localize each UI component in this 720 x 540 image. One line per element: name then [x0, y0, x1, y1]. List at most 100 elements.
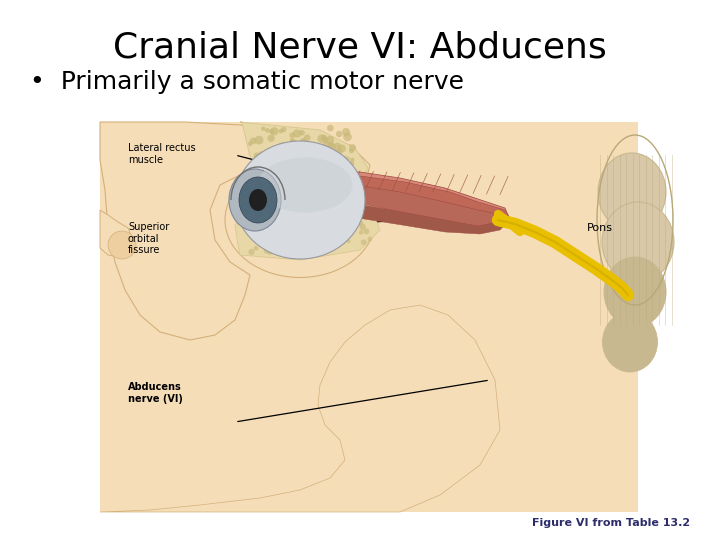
Circle shape	[364, 228, 369, 234]
Polygon shape	[100, 122, 370, 340]
Circle shape	[262, 231, 269, 237]
Circle shape	[293, 241, 297, 245]
Circle shape	[297, 251, 300, 254]
Circle shape	[324, 147, 332, 156]
Text: Abducens
nerve (VI): Abducens nerve (VI)	[128, 382, 183, 403]
Polygon shape	[312, 202, 508, 234]
Circle shape	[320, 165, 328, 172]
Ellipse shape	[602, 202, 674, 282]
Circle shape	[276, 153, 285, 161]
Circle shape	[284, 217, 287, 221]
Circle shape	[254, 157, 263, 166]
Circle shape	[269, 173, 274, 178]
Circle shape	[294, 145, 303, 154]
Circle shape	[336, 131, 343, 137]
Circle shape	[300, 139, 308, 147]
Circle shape	[274, 151, 280, 157]
Circle shape	[304, 134, 310, 141]
Circle shape	[349, 144, 356, 151]
Polygon shape	[240, 122, 368, 203]
Ellipse shape	[598, 153, 666, 231]
Circle shape	[347, 165, 354, 173]
Circle shape	[357, 220, 364, 226]
Circle shape	[321, 134, 327, 140]
Circle shape	[253, 152, 261, 159]
Circle shape	[264, 247, 270, 254]
Circle shape	[261, 126, 266, 131]
Circle shape	[290, 138, 294, 143]
Circle shape	[279, 210, 284, 214]
Circle shape	[312, 232, 318, 238]
Text: Figure VI from Table 13.2: Figure VI from Table 13.2	[532, 518, 690, 528]
Circle shape	[281, 162, 289, 171]
Circle shape	[328, 143, 336, 150]
Circle shape	[336, 148, 342, 155]
Circle shape	[286, 214, 289, 218]
Circle shape	[251, 165, 258, 172]
Circle shape	[361, 213, 366, 218]
Circle shape	[334, 236, 341, 242]
Circle shape	[330, 157, 336, 163]
Circle shape	[293, 130, 301, 138]
Ellipse shape	[235, 141, 365, 259]
Circle shape	[338, 145, 346, 153]
Circle shape	[301, 148, 309, 156]
Circle shape	[319, 237, 323, 240]
Circle shape	[267, 134, 275, 142]
Circle shape	[300, 235, 304, 239]
Circle shape	[324, 166, 332, 174]
Circle shape	[342, 128, 350, 136]
Circle shape	[271, 247, 277, 253]
Circle shape	[293, 230, 300, 236]
Circle shape	[305, 146, 311, 151]
Circle shape	[325, 247, 330, 252]
Circle shape	[292, 143, 300, 151]
Circle shape	[328, 142, 334, 148]
Circle shape	[271, 156, 277, 161]
Circle shape	[346, 157, 350, 161]
Circle shape	[347, 240, 351, 243]
Circle shape	[314, 231, 318, 234]
Ellipse shape	[603, 312, 657, 372]
Circle shape	[289, 170, 297, 178]
Polygon shape	[100, 210, 132, 257]
Ellipse shape	[249, 189, 267, 211]
Ellipse shape	[225, 163, 375, 278]
Circle shape	[309, 161, 315, 166]
Circle shape	[262, 168, 271, 177]
Circle shape	[291, 230, 297, 237]
Circle shape	[269, 251, 273, 255]
Circle shape	[256, 177, 260, 181]
Text: Lateral rectus
muscle: Lateral rectus muscle	[128, 143, 196, 165]
Circle shape	[336, 228, 341, 234]
Circle shape	[270, 127, 279, 136]
Circle shape	[250, 138, 257, 144]
Circle shape	[359, 224, 366, 230]
Circle shape	[281, 205, 287, 211]
Circle shape	[274, 227, 279, 232]
Text: •  Primarily a somatic motor nerve: • Primarily a somatic motor nerve	[30, 70, 464, 94]
Circle shape	[336, 221, 343, 228]
Circle shape	[333, 143, 341, 151]
Circle shape	[262, 150, 270, 158]
Circle shape	[289, 139, 297, 146]
Ellipse shape	[604, 257, 666, 327]
Ellipse shape	[258, 158, 353, 213]
Circle shape	[294, 146, 300, 151]
Circle shape	[343, 133, 352, 141]
Circle shape	[254, 215, 259, 220]
Circle shape	[267, 163, 272, 168]
Circle shape	[367, 237, 372, 241]
Circle shape	[108, 231, 136, 259]
Circle shape	[333, 160, 341, 167]
Text: Pons: Pons	[587, 223, 613, 233]
Circle shape	[250, 217, 256, 223]
Circle shape	[342, 240, 346, 244]
Circle shape	[264, 151, 269, 155]
Circle shape	[267, 163, 271, 167]
Circle shape	[352, 221, 356, 225]
Circle shape	[359, 230, 364, 235]
Circle shape	[248, 249, 255, 255]
Circle shape	[312, 246, 318, 253]
Circle shape	[256, 216, 260, 219]
